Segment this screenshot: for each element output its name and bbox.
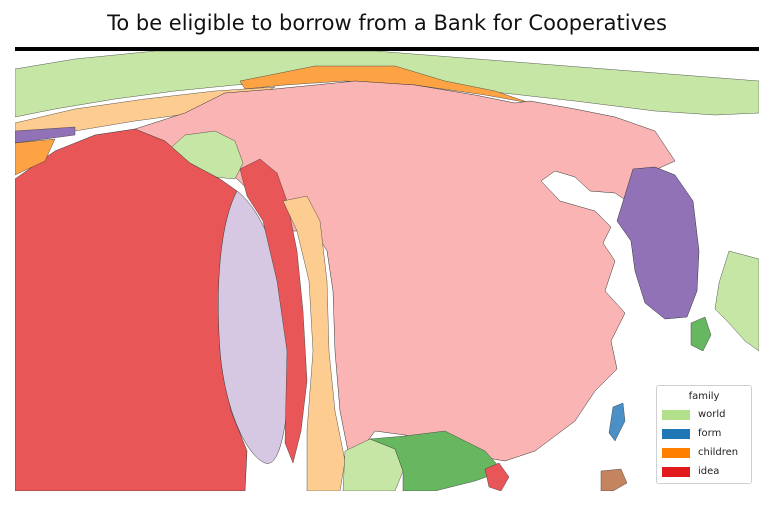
region-south-red [484, 462, 510, 491]
legend-label-form: form [698, 428, 722, 439]
region-peach-strip [282, 195, 346, 491]
legend-swatch-idea [662, 467, 690, 477]
region-west-purple [15, 126, 76, 144]
choropleth-map [15, 51, 759, 491]
region-red-strip [239, 158, 308, 464]
region-island-blue [608, 402, 626, 442]
region-east-purple [616, 166, 700, 320]
legend-label-world: world [698, 409, 726, 420]
legend-item-world: world [662, 409, 748, 421]
region-north-orange [239, 65, 531, 104]
region-west-red [15, 128, 248, 491]
legend-item-form: form [662, 428, 748, 440]
map-title: To be eligible to borrow from a Bank for… [107, 11, 667, 35]
region-west-orange [15, 138, 56, 176]
legend-swatch-form [662, 429, 690, 439]
legend-swatch-children [662, 448, 690, 458]
map-legend: family world form children idea [656, 385, 752, 484]
region-east-light-green [714, 250, 759, 352]
region-east-green [690, 316, 712, 352]
legend-label-children: children [698, 447, 739, 458]
region-south-green [369, 430, 504, 491]
region-island-brown [600, 468, 628, 491]
title-underline [15, 47, 759, 51]
legend-swatch-world [662, 410, 690, 420]
region-north-green [15, 51, 759, 118]
legend-label-idea: idea [698, 466, 720, 477]
legend-item-idea: idea [662, 466, 748, 478]
legend-title: family [688, 391, 720, 402]
legend-item-children: children [662, 447, 748, 459]
